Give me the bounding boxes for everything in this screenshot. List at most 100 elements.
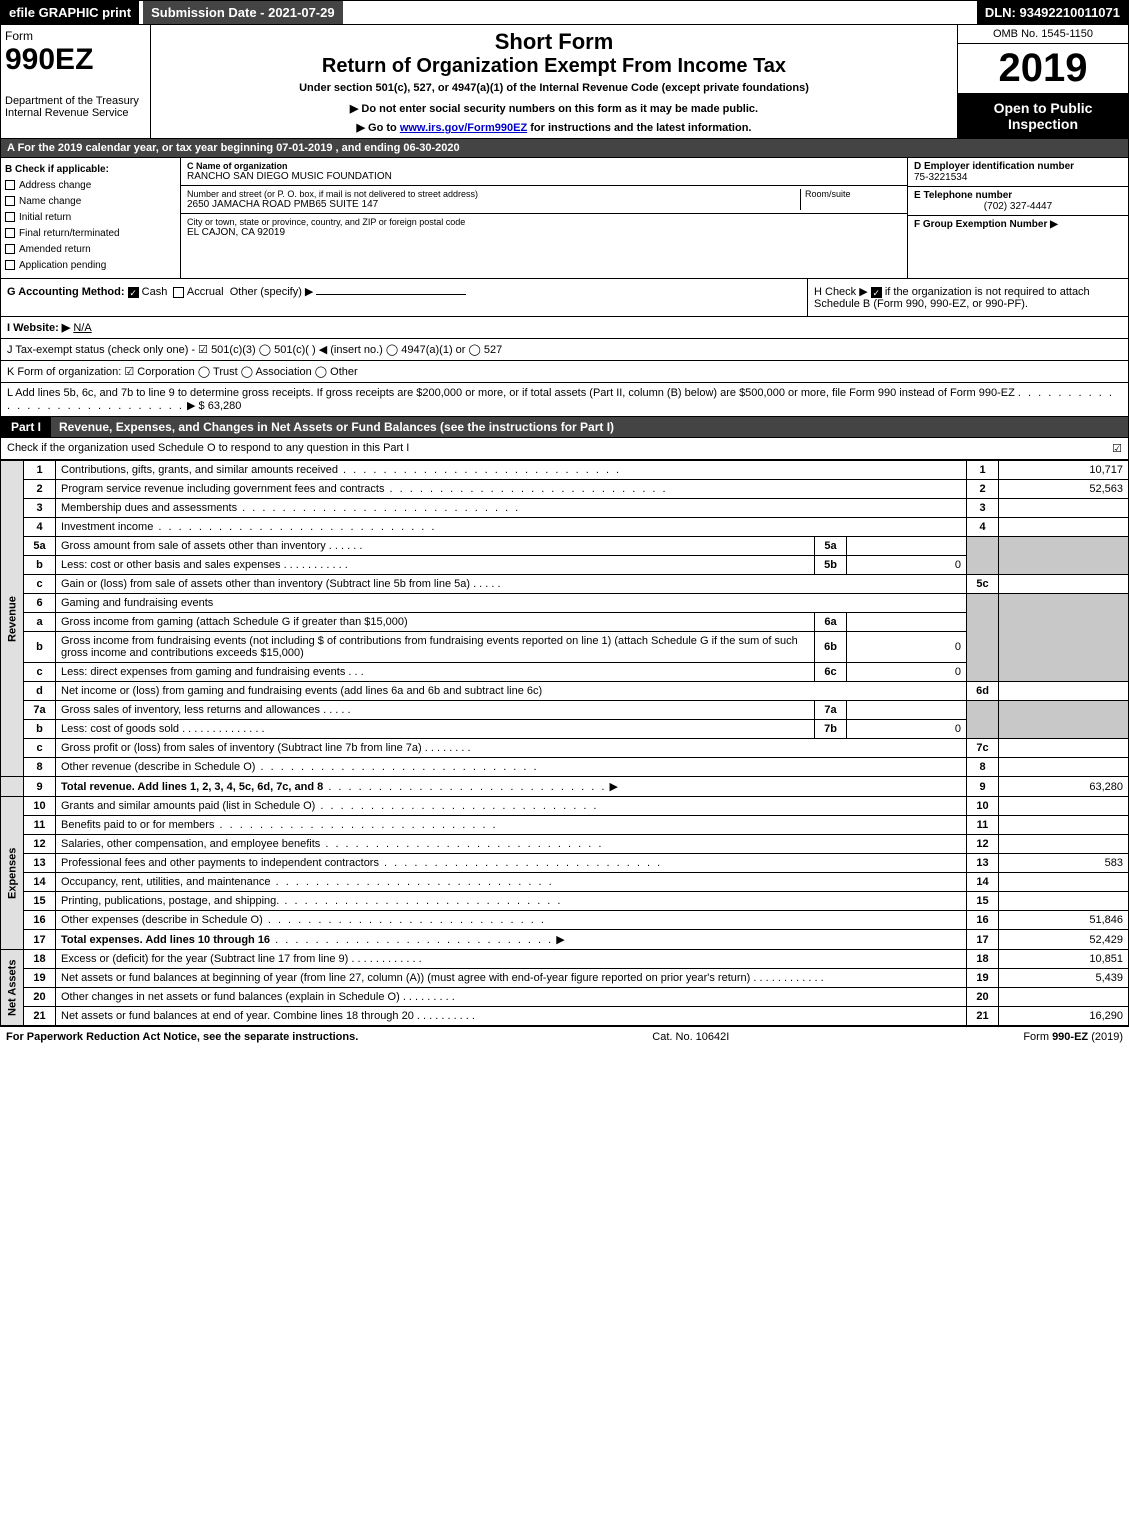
line-5b-num: b	[24, 556, 56, 575]
line-16-val: 51,846	[999, 911, 1129, 930]
section-b-label: B Check if applicable:	[5, 162, 176, 178]
line-1-num: 1	[24, 461, 56, 480]
info-grid: B Check if applicable: Address change Na…	[0, 158, 1129, 279]
org-city: EL CAJON, CA 92019	[187, 227, 901, 238]
part1-check-mark[interactable]: ☑	[1112, 442, 1122, 455]
line-8-col: 8	[967, 758, 999, 777]
footer-center: Cat. No. 10642I	[652, 1031, 729, 1043]
line-5c-col: 5c	[967, 575, 999, 594]
group-label: F Group Exemption Number ▶	[914, 219, 1122, 230]
line-8-val	[999, 758, 1129, 777]
form-header: Form 990EZ Department of the Treasury In…	[0, 25, 1129, 139]
chk-address-change[interactable]: Address change	[5, 178, 176, 194]
chk-schedule-b[interactable]: ✓	[871, 287, 882, 298]
h-label: H Check ▶	[814, 286, 868, 298]
line-6d-desc: Net income or (loss) from gaming and fun…	[56, 682, 967, 701]
line-9-val: 63,280	[999, 777, 1129, 797]
room-label: Room/suite	[805, 189, 901, 199]
footer-left: For Paperwork Reduction Act Notice, see …	[6, 1031, 358, 1043]
website-label: I Website: ▶	[7, 322, 70, 334]
line-14-val	[999, 873, 1129, 892]
line-10-col: 10	[967, 797, 999, 816]
line-7a-subval	[847, 701, 967, 720]
dept-treasury: Department of the Treasury	[5, 95, 146, 107]
chk-name-change[interactable]: Name change	[5, 194, 176, 210]
part1-title: Revenue, Expenses, and Changes in Net As…	[59, 420, 614, 434]
city-label: City or town, state or province, country…	[187, 217, 901, 227]
line-12-val	[999, 835, 1129, 854]
g-label: G Accounting Method:	[7, 286, 125, 298]
line-13-col: 13	[967, 854, 999, 873]
line-3-desc: Membership dues and assessments	[56, 499, 967, 518]
l-arrow: ▶ $	[187, 400, 205, 412]
line-7c-val	[999, 739, 1129, 758]
line-3-num: 3	[24, 499, 56, 518]
org-name-block: C Name of organization RANCHO SAN DIEGO …	[181, 158, 907, 186]
header-right: OMB No. 1545-1150 2019 Open to Public In…	[958, 25, 1128, 138]
line-11-num: 11	[24, 816, 56, 835]
line-5b-subval: 0	[847, 556, 967, 575]
line-19-num: 19	[24, 969, 56, 988]
addr-label: Number and street (or P. O. box, if mail…	[187, 189, 796, 199]
line-13-desc: Professional fees and other payments to …	[56, 854, 967, 873]
part1-check-row: Check if the organization used Schedule …	[0, 438, 1129, 460]
line-7ab-colshade	[967, 701, 999, 739]
chk-final-return[interactable]: Final return/terminated	[5, 226, 176, 242]
line-5a-num: 5a	[24, 537, 56, 556]
accounting-method: G Accounting Method: ✓ Cash Accrual Othe…	[1, 279, 808, 316]
line-9-col: 9	[967, 777, 999, 797]
line-11-val	[999, 816, 1129, 835]
line-14-col: 14	[967, 873, 999, 892]
row-gh: G Accounting Method: ✓ Cash Accrual Othe…	[0, 279, 1129, 317]
cash-label: Cash	[142, 286, 168, 298]
part1-header: Part I Revenue, Expenses, and Changes in…	[0, 417, 1129, 438]
open-public-badge: Open to Public Inspection	[958, 94, 1128, 138]
line-6d-val	[999, 682, 1129, 701]
line-7b-sub: 7b	[815, 720, 847, 739]
part1-check-note: Check if the organization used Schedule …	[7, 442, 409, 455]
footer-right: Form 990-EZ (2019)	[1023, 1031, 1123, 1043]
line-18-col: 18	[967, 950, 999, 969]
section-d: D Employer identification number 75-3221…	[908, 158, 1128, 278]
line-6a-num: a	[24, 613, 56, 632]
other-specify-input[interactable]	[316, 294, 466, 295]
header-center: Short Form Return of Organization Exempt…	[151, 25, 958, 138]
section-b: B Check if applicable: Address change Na…	[1, 158, 181, 278]
line-15-col: 15	[967, 892, 999, 911]
website-row: I Website: ▶ N/A	[0, 317, 1129, 339]
line-2-desc: Program service revenue including govern…	[56, 480, 967, 499]
line-7a-sub: 7a	[815, 701, 847, 720]
goto-link[interactable]: www.irs.gov/Form990EZ	[400, 122, 527, 134]
line-17-num: 17	[24, 930, 56, 950]
chk-accrual[interactable]	[173, 287, 184, 298]
tax-period: A For the 2019 calendar year, or tax yea…	[0, 139, 1129, 158]
line-1-desc: Contributions, gifts, grants, and simila…	[56, 461, 967, 480]
phone-label: E Telephone number	[914, 190, 1122, 201]
chk-initial-return[interactable]: Initial return	[5, 210, 176, 226]
line-18-val: 10,851	[999, 950, 1129, 969]
line-2-col: 2	[967, 480, 999, 499]
org-name: RANCHO SAN DIEGO MUSIC FOUNDATION	[187, 171, 901, 182]
ein-block: D Employer identification number 75-3221…	[908, 158, 1128, 187]
chk-cash[interactable]: ✓	[128, 287, 139, 298]
line-16-desc: Other expenses (describe in Schedule O)	[56, 911, 967, 930]
return-title: Return of Organization Exempt From Incom…	[155, 55, 953, 78]
line-8-desc: Other revenue (describe in Schedule O)	[56, 758, 967, 777]
line-15-val	[999, 892, 1129, 911]
line-1-col: 1	[967, 461, 999, 480]
line-14-desc: Occupancy, rent, utilities, and maintena…	[56, 873, 967, 892]
line-19-desc: Net assets or fund balances at beginning…	[56, 969, 967, 988]
line-7b-num: b	[24, 720, 56, 739]
line-5c-desc: Gain or (loss) from sale of assets other…	[56, 575, 967, 594]
part1-table: Revenue 1 Contributions, gifts, grants, …	[0, 460, 1129, 1026]
line-10-val	[999, 797, 1129, 816]
top-bar: efile GRAPHIC print Submission Date - 20…	[0, 0, 1129, 25]
chk-application-pending[interactable]: Application pending	[5, 258, 176, 274]
chk-amended-return[interactable]: Amended return	[5, 242, 176, 258]
line-16-num: 16	[24, 911, 56, 930]
efile-button[interactable]: efile GRAPHIC print	[1, 1, 139, 24]
line-10-num: 10	[24, 797, 56, 816]
line-5a-sub: 5a	[815, 537, 847, 556]
submission-date-button[interactable]: Submission Date - 2021-07-29	[143, 1, 343, 24]
line-18-desc: Excess or (deficit) for the year (Subtra…	[56, 950, 967, 969]
